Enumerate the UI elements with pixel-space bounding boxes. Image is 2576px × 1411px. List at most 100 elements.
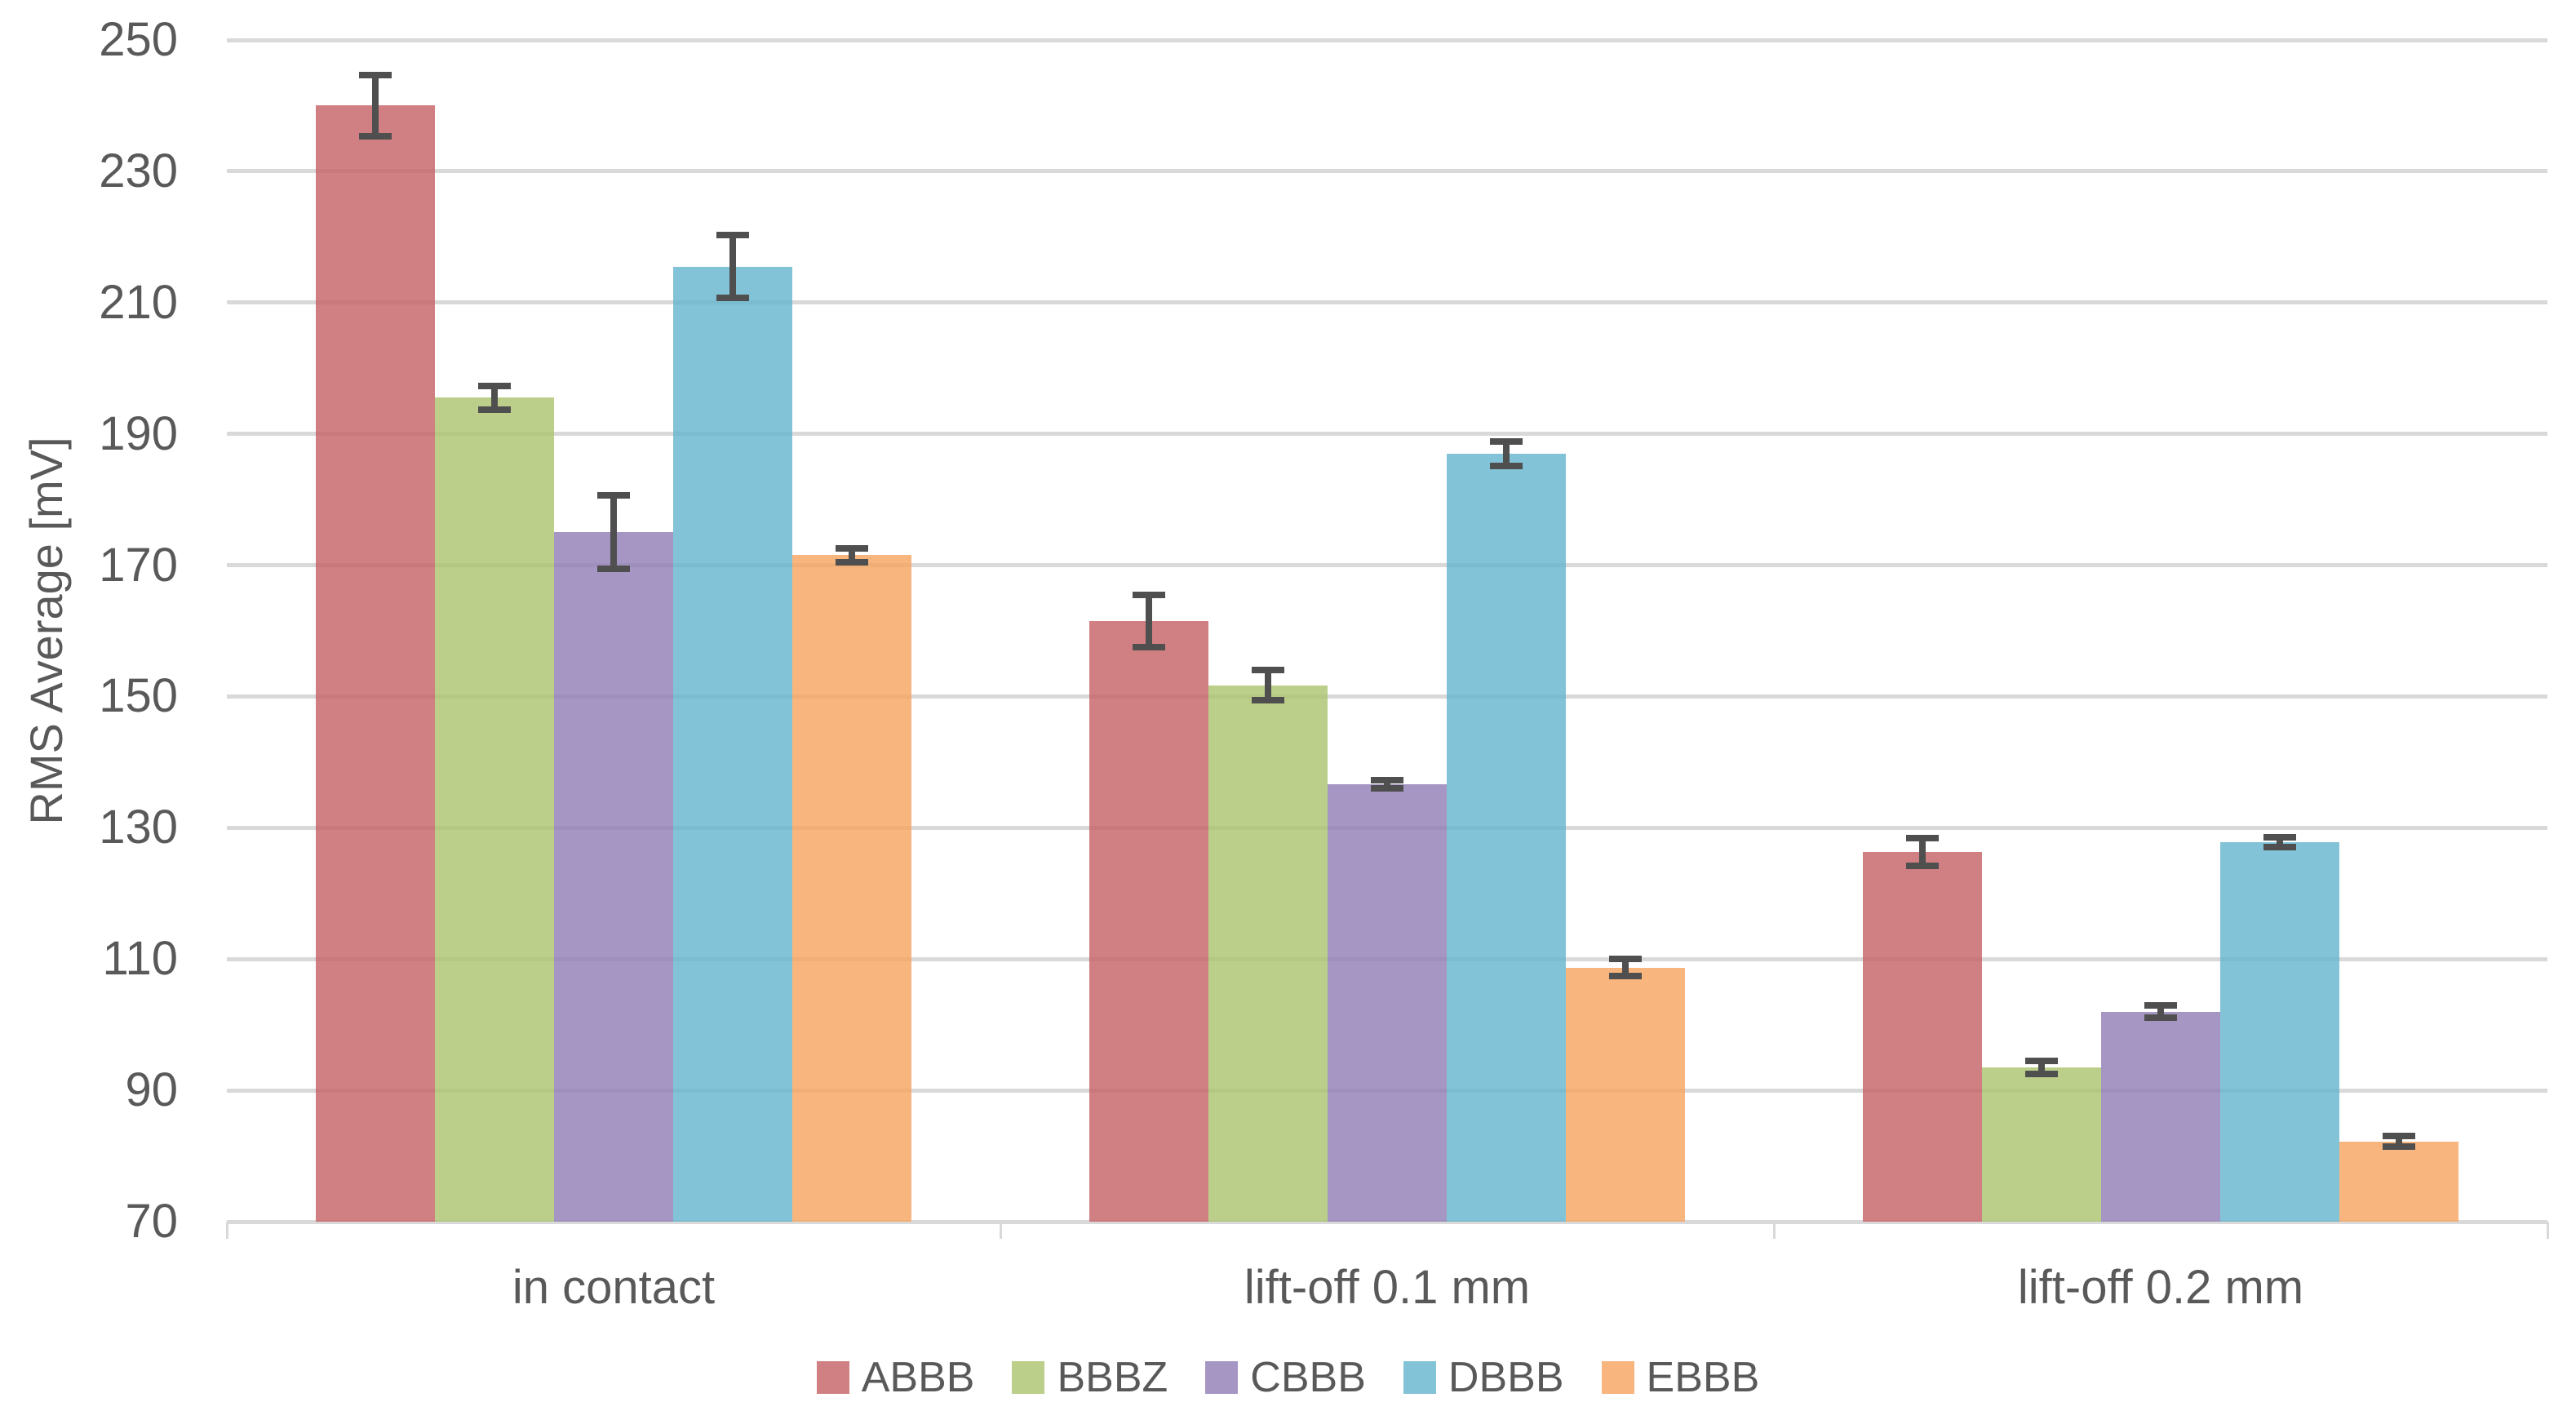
legend-swatch-icon [1403,1361,1436,1394]
error-bar-line [2157,1005,2164,1018]
error-bar-cap-top [2263,834,2296,841]
y-tick-label: 250 [99,13,178,66]
error-bar-cap-top [836,544,868,552]
error-bar-cap-top [1906,835,1939,842]
y-axis-title: RMS Average [mV] [20,437,72,825]
error-bar-cap-bottom [1371,785,1403,792]
gridline [227,432,2547,437]
bar-dbbb [1447,453,1566,1222]
y-tick-label: 190 [99,406,178,460]
bar-ebbb [792,555,911,1222]
error-bar-cap-bottom [1490,463,1523,470]
error-bar-cap-bottom [1609,973,1642,980]
bar-abbb [1089,620,1208,1222]
error-bar-cap-bottom [2144,1014,2177,1021]
error-bar-cap-top [2025,1057,2058,1064]
bar-cbbb [2101,1011,2220,1222]
error-bar-cap-top [1371,777,1403,784]
error-bar-cap-top [716,231,749,238]
error-bar-cap-bottom [2263,843,2296,850]
x-category-label: lift-off 0.2 mm [2017,1261,2304,1314]
y-tick-label: 210 [99,275,178,329]
error-bar-cap-bottom [478,406,511,413]
bar-abbb [316,105,435,1222]
category-separator-tick [999,1222,1002,1239]
x-category-label: in contact [512,1261,716,1314]
legend: ABBB BBBZ CBBB DBBB EBBB [0,1353,2576,1402]
legend-swatch-icon [1205,1361,1239,1394]
error-bar-line [2396,1136,2402,1147]
y-tick-label: 70 [125,1195,178,1248]
error-bar-cap-bottom [836,559,868,566]
error-bar-line [610,495,617,570]
legend-item-abbb: ABBB [816,1354,975,1401]
error-bar-line [1146,594,1152,648]
legend-item-ebbb: EBBB [1601,1354,1760,1401]
error-bar-cap-bottom [716,295,749,302]
error-bar-cap-bottom [1906,862,1939,869]
error-bar-line [1384,780,1390,789]
bar-ebbb [1566,967,1685,1222]
legend-label: BBBZ [1057,1354,1168,1401]
error-bar-line [372,74,379,137]
legend-label: ABBB [861,1354,975,1401]
gridline [227,694,2547,699]
error-bar-cap-top [478,382,511,389]
error-bar-cap-top [597,492,630,499]
y-tick-label: 170 [99,538,178,592]
bar-cbbb [1328,784,1447,1222]
error-bar-line [2277,837,2283,847]
gridline [227,563,2547,568]
gridline [227,169,2547,174]
y-tick-label: 230 [99,144,178,197]
legend-swatch-icon [816,1361,849,1394]
y-tick-label: 90 [125,1063,178,1117]
error-bar-cap-bottom [597,566,630,573]
error-bar-cap-top [1252,667,1284,674]
category-separator-tick [225,1222,228,1239]
bar-dbbb [673,266,792,1222]
error-bar-line [1265,670,1271,701]
y-tick-label: 150 [99,669,178,723]
error-bar-line [1622,959,1629,977]
bar-dbbb [2220,842,2339,1222]
legend-label: EBBB [1646,1354,1760,1401]
gridline [227,38,2547,42]
error-bar-line [491,385,498,410]
error-bar-cap-top [2144,1002,2177,1009]
y-tick-label: 130 [99,801,178,854]
y-tick-label: 110 [102,932,178,986]
legend-label: CBBB [1250,1354,1366,1401]
bar-ebbb [2339,1141,2459,1222]
error-bar-cap-top [2383,1133,2415,1140]
error-bar-cap-bottom [2025,1071,2058,1077]
legend-item-cbbb: CBBB [1205,1355,1366,1400]
error-bar-cap-top [1609,956,1642,963]
error-bar-line [1503,441,1510,467]
x-category-label: lift-off 0.1 mm [1244,1261,1531,1314]
bar-cbbb [554,532,673,1222]
legend-item-dbbb: DBBB [1403,1355,1564,1400]
gridline [227,300,2547,305]
error-bar-cap-top [1133,591,1165,598]
category-separator-tick [1772,1222,1776,1239]
error-bar-cap-top [1490,437,1523,445]
error-bar-cap-top [359,71,392,78]
legend-swatch-icon [1012,1361,1045,1394]
error-bar-cap-bottom [1133,644,1165,651]
bar-bbbz [1982,1067,2101,1222]
error-bar-cap-bottom [359,133,392,140]
legend-swatch-icon [1601,1361,1634,1394]
error-bar-cap-bottom [2383,1143,2415,1151]
legend-item-bbbz: BBBZ [1012,1355,1168,1400]
error-bar-line [2038,1060,2045,1074]
gridline [227,1219,2547,1224]
bar-bbbz [1208,685,1328,1222]
bar-abbb [1863,852,1982,1222]
error-bar-cap-bottom [1252,697,1284,704]
error-bar-line [849,548,855,563]
bar-bbbz [435,397,554,1222]
category-separator-tick [2546,1222,2549,1239]
legend-label: DBBB [1448,1354,1564,1401]
